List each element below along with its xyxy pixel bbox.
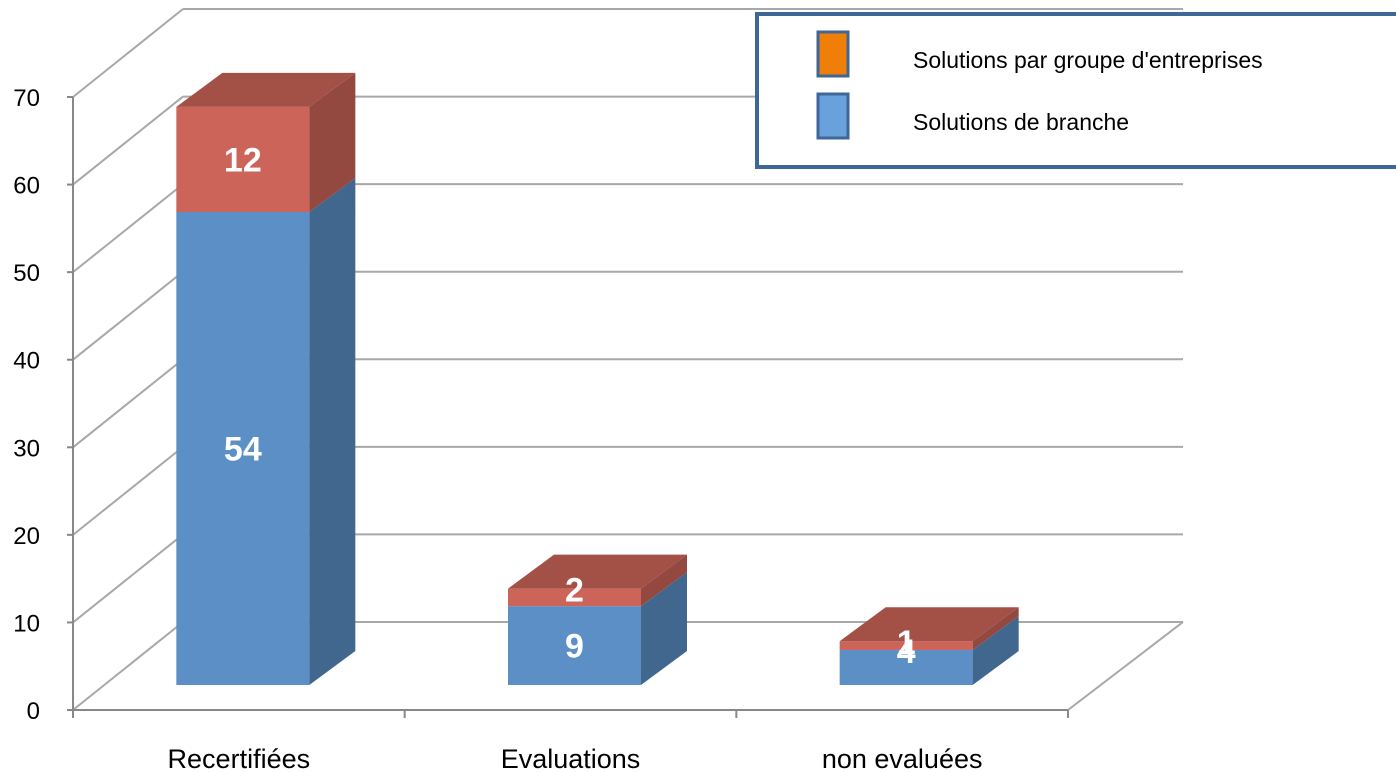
bar-side-groupe bbox=[641, 554, 687, 607]
bar-top-groupe bbox=[839, 607, 1019, 642]
legend-swatch-branche bbox=[816, 92, 850, 140]
bar-side-groupe bbox=[309, 72, 356, 212]
data-label: 4 bbox=[897, 633, 916, 671]
bar-front-branche bbox=[508, 606, 641, 685]
gridline-side bbox=[72, 8, 184, 98]
x-category-label: Evaluations bbox=[501, 744, 641, 772]
bars bbox=[176, 72, 1019, 685]
x-category-label: Recertifiées bbox=[168, 744, 311, 772]
legend-label-branche: Solutions de branche bbox=[913, 109, 1129, 135]
gridline-side bbox=[72, 183, 184, 273]
x-category-label: non evaluées bbox=[822, 744, 983, 772]
legend: Solutions par groupe d'entreprises Solut… bbox=[755, 12, 1396, 169]
legend-label-groupe: Solutions par groupe d'entreprises bbox=[913, 47, 1263, 73]
bar-side-groupe bbox=[972, 607, 1019, 650]
gridline-side bbox=[72, 358, 184, 449]
bar-front-groupe bbox=[176, 106, 310, 212]
bar-side-branche bbox=[972, 615, 1019, 685]
data-labels: 54 12 9 2 41 bbox=[224, 141, 916, 671]
bar-front-groupe bbox=[508, 588, 641, 607]
data-label: 1 bbox=[897, 624, 916, 662]
bar-front-branche bbox=[176, 212, 310, 685]
bar-side-branche bbox=[641, 572, 687, 685]
legend-swatch-groupe bbox=[816, 30, 850, 78]
data-label: 9 bbox=[565, 628, 584, 666]
y-tick-label: 0 bbox=[27, 698, 40, 725]
axes: 0 10 20 30 40 50 60 70 Recertifiées Evaluations no… bbox=[13, 85, 1069, 772]
data-label: 12 bbox=[224, 141, 262, 179]
legend-frame bbox=[755, 12, 1396, 169]
bar-front-groupe bbox=[839, 641, 973, 650]
data-label: 2 bbox=[565, 572, 584, 610]
bar-top-groupe bbox=[176, 72, 356, 107]
y-tick-label: 20 bbox=[13, 523, 40, 550]
gridline-side bbox=[72, 533, 184, 624]
y-tick-label: 50 bbox=[13, 260, 40, 287]
bar-top-groupe bbox=[508, 554, 687, 589]
y-tick-label: 30 bbox=[13, 435, 40, 462]
y-tick-label: 60 bbox=[13, 173, 40, 200]
gridline-side bbox=[72, 270, 184, 361]
gridline-side bbox=[72, 95, 184, 186]
floor-right-edge bbox=[1067, 621, 1184, 711]
y-tick-label: 10 bbox=[13, 610, 40, 637]
bar-side-branche bbox=[309, 178, 356, 685]
gridline-side bbox=[72, 446, 184, 536]
y-tick-label: 70 bbox=[13, 85, 40, 112]
data-label: 54 bbox=[224, 431, 262, 469]
floor-left-edge bbox=[72, 621, 184, 711]
bar-front-branche bbox=[839, 649, 973, 685]
y-tick-label: 40 bbox=[13, 348, 40, 375]
